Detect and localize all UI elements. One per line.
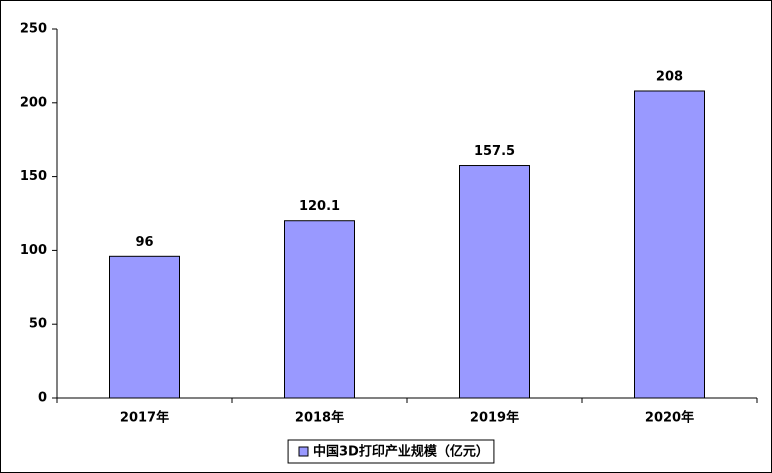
x-tick-label: 2019年 [470,410,519,426]
y-tick-label: 150 [20,169,47,184]
bar [634,90,705,399]
y-tick-label: 250 [20,22,47,37]
legend-swatch [298,446,309,457]
y-tick-label: 50 [29,317,47,332]
data-label: 208 [656,69,683,84]
y-tick-label: 200 [20,95,47,110]
bar [109,255,180,399]
y-tick-label: 100 [20,243,47,258]
legend-box [287,439,495,464]
x-tick-label: 2017年 [120,410,169,426]
y-tick-label: 0 [38,391,47,406]
bar [459,165,530,399]
x-tick-label: 2018年 [295,410,344,426]
x-tick-label: 2020年 [645,410,694,426]
data-label: 157.5 [474,144,515,159]
data-label: 120.1 [299,199,340,214]
legend-label: 中国3D打印产业规模（亿元） [313,444,489,460]
data-label: 96 [135,235,153,250]
bar [284,220,355,399]
